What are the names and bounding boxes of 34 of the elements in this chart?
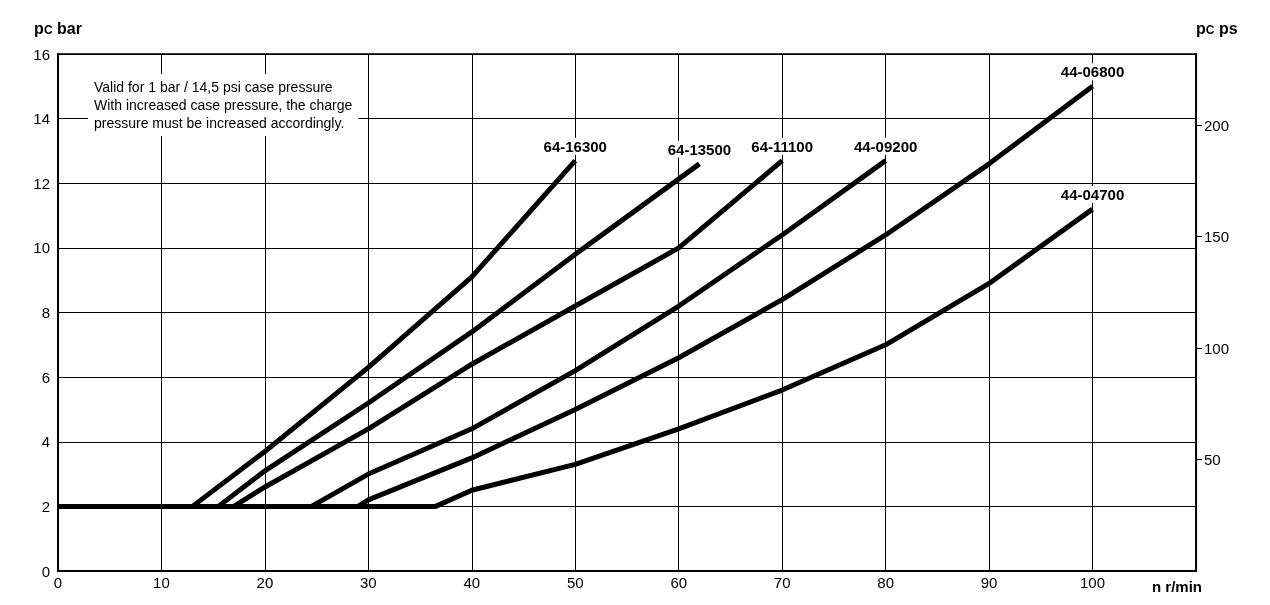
y-tick-label: 2 [41, 497, 50, 515]
series-label: 44-06800 [1060, 63, 1125, 81]
x-tick-label: 10 [153, 574, 170, 591]
series-label: 64-11100 [751, 137, 814, 155]
x-tick-label: 30 [360, 574, 377, 591]
annotation: Valid for 1 bar / 14,5 psi case pressure With increased case pressure, the charge pressure must be increased accordingly. [94, 79, 353, 131]
y-tick-label: 8 [41, 304, 50, 321]
y-tick-label: 4 [41, 433, 50, 451]
x-tick-label: 50 [566, 574, 584, 591]
y2-tick-label: 200 [1204, 116, 1230, 134]
x-tick-label: 90 [980, 574, 998, 591]
series-label: 44-09200 [853, 137, 918, 155]
y-tick-label: 0 [41, 562, 50, 580]
y2-axis-title: pC ps [1196, 19, 1238, 37]
x-tick-label: 80 [877, 574, 894, 591]
series-label: 44-04700 [1060, 186, 1125, 204]
y-tick-label: 16 [33, 45, 50, 63]
y-tick-label: 14 [33, 110, 50, 128]
y-axis-title: pC bar [34, 19, 82, 37]
y2-tick-label: 150 [1204, 228, 1230, 246]
x-tick-label: 40 [463, 574, 481, 591]
y2-tick-label: 50 [1204, 451, 1221, 469]
series-label: 64-16300 [543, 137, 607, 155]
x-tick-label: 70 [773, 574, 791, 591]
x-tick-label: 100 [1080, 574, 1106, 591]
y-tick-label: 10 [33, 239, 50, 257]
x-tick-label: 20 [256, 574, 274, 591]
series-label: 64-13500 [667, 140, 732, 158]
y-tick-label: 12 [33, 174, 50, 192]
y-tick-label: 6 [41, 368, 50, 386]
x-axis-title: n r/min [1151, 578, 1202, 595]
x-tick-label: 0 [53, 574, 63, 591]
x-tick-label: 60 [670, 574, 688, 591]
y2-tick-label: 100 [1204, 339, 1230, 357]
